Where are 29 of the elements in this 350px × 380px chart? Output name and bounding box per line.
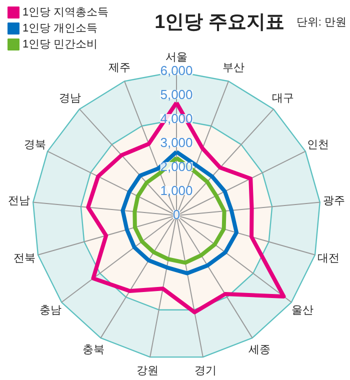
spoke-label: 경기 [194, 364, 217, 377]
spoke-label: 전북 [14, 252, 36, 265]
spoke-label: 인천 [306, 139, 329, 152]
spoke-label: 충남 [39, 304, 62, 317]
spoke-label: 경남 [59, 92, 82, 105]
spoke-label: 충북 [82, 344, 104, 356]
legend-label: 1인당 개인소득 [22, 22, 98, 34]
spoke-label: 세종 [248, 344, 271, 356]
y-tick-label: 0 [172, 207, 180, 222]
spoke-label: 부산 [222, 62, 245, 74]
spoke-label: 서울 [166, 52, 188, 64]
legend-label: 1인당 민간소비 [22, 38, 98, 50]
spoke-label: 제주 [108, 62, 130, 74]
chart-title: 1인당 주요지표 [154, 12, 284, 33]
spoke-label: 대구 [272, 92, 294, 105]
y-tick-label: 5,000 [160, 87, 193, 102]
y-tick-label: 2,000 [160, 159, 193, 174]
text: 단위: 만원 [296, 16, 347, 28]
spoke-label: 경북 [24, 139, 46, 152]
y-tick-label: 3,000 [160, 135, 193, 150]
spoke-label: 울산 [292, 304, 314, 317]
spoke-label: 광주 [322, 194, 345, 207]
y-tick-label: 1,000 [160, 183, 193, 198]
spoke-label: 강원 [136, 364, 158, 377]
spoke-label: 전남 [8, 194, 30, 207]
spoke-label: 대전 [317, 252, 340, 265]
y-tick-label: 6,000 [160, 63, 193, 78]
legend-label: 1인당 지역총소득 [22, 6, 109, 18]
y-tick-label: 4,000 [160, 111, 193, 126]
